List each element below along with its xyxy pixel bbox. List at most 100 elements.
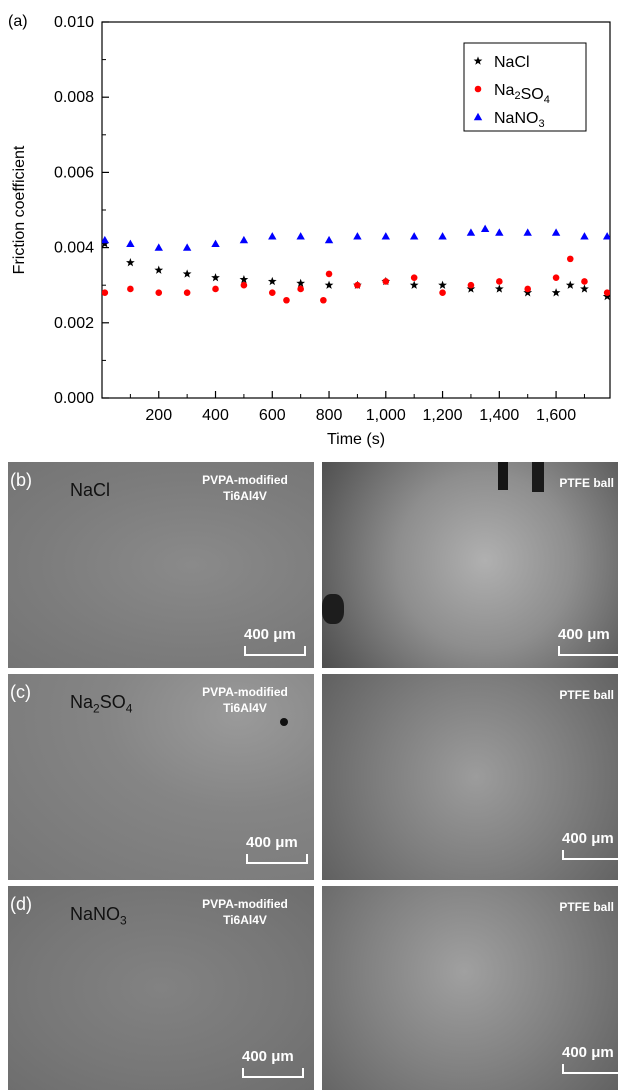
data-point-nano3 [102,235,110,244]
panel-label-d: (d) [10,894,32,914]
micrograph-ptfe-nacl: PTFE ball 400 μm [322,462,618,668]
legend-marker-nacl [473,56,483,65]
legend-label-na2so4: Na2SO4 [494,82,550,106]
x-tick-label: 1,600 [536,407,576,424]
data-point-na2so4 [552,274,560,281]
y-axis-ticks: 0.000 0.002 0.004 0.006 0.008 0.010 [54,14,109,407]
x-tick-label: 1,000 [366,407,406,424]
panel-row-d: (d) NaNO3 PVPA-modified Ti6Al4V 400 μm PT… [0,886,618,1090]
y-tick-label: 0.008 [54,89,94,106]
data-point-nano3 [495,228,504,236]
micrograph-ti-na2so4: (c) Na2SO4 PVPA-modified Ti6Al4V 400 μm [8,674,314,880]
y-tick-label: 0.004 [54,240,94,257]
y-tick-label: 0.002 [54,315,94,332]
data-point-na2so4 [566,255,574,263]
data-point-na2so4 [268,289,276,297]
data-point-nacl [102,239,110,248]
pit [280,718,288,726]
data-point-na2so4 [283,296,290,304]
data-point-nano3 [523,228,532,236]
x-tick-label: 1,200 [423,407,463,424]
scale-bar: 400 μm [244,626,306,656]
panel-row-c: (c) Na2SO4 PVPA-modified Ti6Al4V 400 μm P… [0,674,618,880]
x-tick-label: 800 [316,407,343,424]
sample-label: PVPA-modified Ti6Al4V [202,897,288,927]
data-point-na2so4 [581,278,588,285]
data-point-nano3 [580,232,589,240]
panel-label-b: (b) [10,470,32,490]
ion-label-nano3: NaNO3 [70,904,127,928]
data-point-nacl [296,278,306,288]
data-point-nano3 [182,243,192,251]
data-point-na2so4 [325,270,333,278]
data-point-na2so4 [382,278,390,285]
data-markers [102,224,610,304]
data-point-nacl [239,274,249,284]
panel-label-c: (c) [10,682,31,702]
friction-chart: (a) 0.000 0.002 0.004 0.006 0.008 0.010 200 40… [8,13,611,448]
data-point-nano3 [409,232,419,240]
data-point-na2so4 [467,281,475,289]
data-point-nacl [182,269,192,278]
data-point-nano3 [602,232,610,240]
data-point-na2so4 [127,285,134,293]
y-tick-label: 0.000 [54,390,94,407]
ion-label-na2so4: Na2SO4 [70,692,133,716]
ball-label: PTFE ball [559,476,614,490]
scale-bar: 400 μm [246,834,308,864]
debris [532,462,544,492]
x-axis-ticks: 200 400 600 800 1,000 1,200 1,400 1,600 [129,391,585,424]
ball-label: PTFE ball [559,900,614,914]
data-point-na2so4 [410,274,418,281]
data-point-na2so4 [297,285,304,293]
data-point-na2so4 [524,285,531,293]
sample-label: PVPA-modified Ti6Al4V [202,685,288,715]
data-point-nano3 [154,243,163,251]
data-point-nacl [494,284,504,293]
legend-label-nacl: NaCl [494,54,530,71]
x-tick-label: 200 [145,407,172,424]
data-point-na2so4 [155,289,163,297]
debris [322,594,344,624]
micrograph-ti-nano3: (d) NaNO3 PVPA-modified Ti6Al4V 400 μm [8,886,314,1090]
panel-row-b: (b) NaCl PVPA-modified Ti6Al4V 400 μm PTF… [0,462,618,668]
legend-label-nano3: NaNO3 [494,110,545,130]
data-point-nano3 [126,239,135,248]
data-point-na2so4 [496,278,503,285]
data-point-nano3 [296,232,305,240]
x-tick-label: 1,400 [479,407,519,424]
data-point-nano3 [268,232,277,240]
legend-box [463,42,587,132]
y-tick-label: 0.006 [54,164,94,181]
panel-label-a: (a) [8,13,28,30]
data-point-na2so4 [603,289,610,297]
data-point-nacl [523,288,533,297]
scale-bar: 400 μm [242,1048,304,1078]
data-point-nacl [565,280,575,289]
data-point-nano3 [551,228,561,236]
data-point-nano3 [353,232,362,240]
ball-label: PTFE ball [559,688,614,702]
micrograph-ptfe-nano3: PTFE ball 400 μm [322,886,618,1090]
debris [498,462,508,490]
data-point-nano3 [438,232,447,240]
data-point-na2so4 [183,289,191,297]
data-point-na2so4 [212,285,219,293]
data-point-nano3 [381,232,390,240]
scale-bar: 400 μm [562,1044,618,1074]
scale-bar: 400 μm [558,626,618,656]
legend-marker-na2so4 [474,85,482,93]
micrograph-ptfe-na2so4: PTFE ball 400 μm [322,674,618,880]
data-point-nacl [267,276,277,286]
legend-marker-nano3 [473,112,483,121]
data-point-nano3 [324,235,334,244]
data-point-nano3 [211,239,220,248]
micrograph-ti-nacl: (b) NaCl PVPA-modified Ti6Al4V 400 μm [8,462,314,668]
data-point-nacl [409,280,419,289]
data-point-na2so4 [354,281,361,289]
y-axis-label: Friction coefficient [11,145,28,274]
data-point-nacl [154,265,164,274]
data-point-nano3 [480,224,490,232]
data-point-nacl [580,284,589,293]
sample-label: PVPA-modified Ti6Al4V [202,473,288,503]
